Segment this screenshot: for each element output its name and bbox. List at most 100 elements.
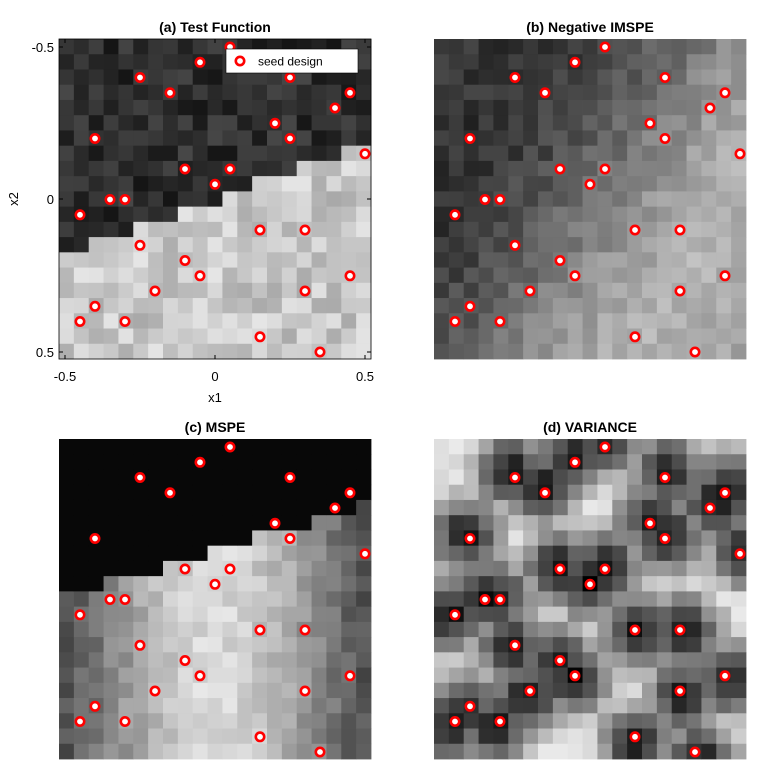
heatmap-cell [627, 606, 643, 623]
heatmap-cell [552, 484, 569, 501]
heatmap-cell [311, 530, 327, 547]
heatmap-cell [627, 84, 643, 101]
heatmap-cell [627, 713, 643, 729]
heatmap-cell [252, 499, 268, 516]
heatmap-cell [463, 713, 479, 729]
heatmap-cell [731, 84, 747, 101]
heatmap-cell [731, 439, 747, 455]
heatmap-cell [731, 252, 747, 268]
heatmap-cell [267, 99, 283, 116]
heatmap-cell [118, 637, 134, 653]
heatmap-cell [88, 252, 104, 268]
heatmap-cell [326, 591, 342, 608]
heatmap-cell [267, 560, 283, 577]
seed-design-point [569, 456, 581, 468]
heatmap-cell [341, 515, 357, 531]
heatmap-cell [118, 145, 134, 162]
heatmap-cell [434, 313, 450, 329]
heatmap-cell [237, 515, 253, 531]
heatmap-cell [281, 267, 298, 284]
heatmap-cell [148, 698, 164, 714]
heatmap-cell [538, 454, 554, 470]
heatmap-cell [103, 69, 119, 86]
heatmap-cell [686, 698, 702, 714]
heatmap-cell [731, 667, 747, 684]
heatmap-cell [341, 530, 357, 547]
heatmap-cell [177, 39, 194, 55]
heatmap-cell [523, 191, 539, 208]
heatmap-cell [671, 560, 687, 577]
heatmap-cell [267, 221, 283, 238]
heatmap-cell [88, 637, 104, 653]
heatmap-cell [538, 667, 554, 684]
heatmap-cell [118, 439, 134, 455]
seed-design-point [194, 670, 206, 682]
heatmap-cell [73, 560, 90, 577]
seed-design-point [629, 331, 641, 343]
heatmap-cell [478, 698, 494, 714]
legend: seed design [225, 48, 359, 74]
heatmap-cell [326, 728, 342, 745]
heatmap-cell [493, 130, 509, 147]
heatmap-cell [716, 621, 732, 638]
heatmap-cell [508, 545, 524, 562]
heatmap-cell [296, 652, 312, 668]
heatmap-cell [478, 576, 494, 592]
heatmap-cell [582, 469, 598, 486]
heatmap-cell [207, 728, 223, 745]
heatmap-cell [59, 621, 75, 638]
heatmap-cell [296, 728, 312, 745]
seed-design-point [119, 593, 131, 605]
heatmap-cell [133, 206, 149, 223]
heatmap-cell [133, 267, 149, 284]
heatmap-cell [448, 545, 465, 562]
heatmap-cell [701, 39, 717, 55]
heatmap-cell [612, 454, 628, 470]
heatmap-cell [88, 728, 104, 745]
heatmap-cell [597, 328, 613, 345]
heatmap-cell [731, 484, 747, 501]
heatmap-cell [701, 282, 717, 299]
heatmap-cell [88, 237, 104, 253]
heatmap-cell [281, 115, 298, 131]
heatmap-cell [133, 652, 149, 668]
heatmap-cell [582, 698, 598, 714]
heatmap-cell [463, 99, 479, 116]
heatmap-cell [341, 560, 357, 577]
heatmap-cell [716, 343, 732, 360]
heatmap-cell [434, 282, 450, 299]
seed-design-point [644, 517, 656, 529]
heatmap-cell [73, 145, 90, 162]
heatmap-cell [686, 145, 702, 162]
heatmap-cell [656, 298, 673, 314]
heatmap-cell [177, 576, 194, 592]
seed-design-point [449, 715, 461, 727]
heatmap-cell [478, 545, 494, 562]
seed-design-point [89, 300, 101, 312]
heatmap-cell [59, 84, 75, 101]
heatmap-cell [148, 343, 164, 360]
heatmap-cell [356, 237, 372, 253]
heatmap-cell [686, 728, 702, 745]
heatmap-cell [567, 191, 583, 208]
seed-design-point [254, 624, 266, 636]
heatmap-cell [493, 176, 509, 192]
heatmap-cell [612, 637, 628, 653]
heatmap-cell [567, 115, 583, 131]
heatmap-cell [508, 115, 524, 131]
heatmap-cell [192, 115, 208, 131]
heatmap-cell [252, 576, 268, 592]
heatmap-cell [296, 713, 312, 729]
heatmap-cell [88, 54, 104, 70]
seed-design-point [134, 239, 146, 251]
heatmap-cell [237, 652, 253, 668]
heatmap-cell [267, 160, 283, 177]
seed-design-point [674, 624, 686, 636]
heatmap-cell [701, 221, 717, 238]
heatmap-cell [252, 637, 268, 653]
heatmap-cell [627, 743, 643, 760]
heatmap-cell [118, 39, 134, 55]
heatmap-cell [118, 530, 134, 547]
heatmap-cell [627, 499, 643, 516]
heatmap-cell [448, 252, 465, 268]
